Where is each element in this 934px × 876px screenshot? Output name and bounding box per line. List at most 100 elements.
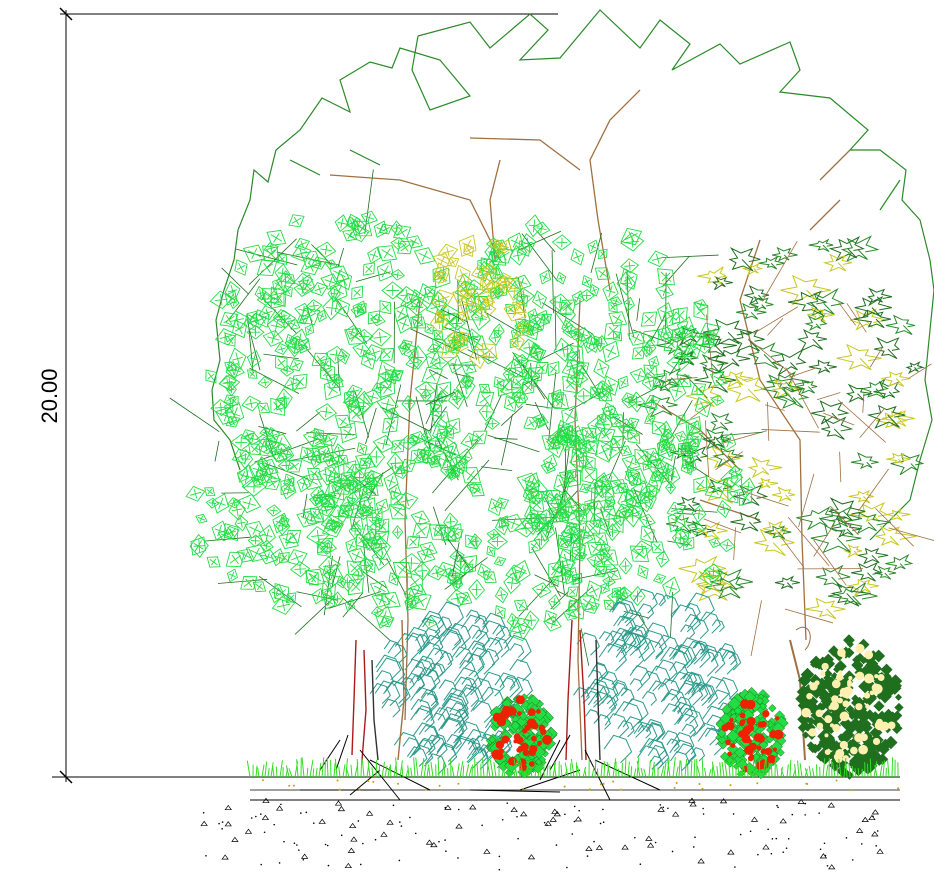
leaf-mark: [241, 395, 262, 412]
soil-speck-mark: [612, 780, 615, 783]
shrub-cell-mark: [669, 661, 689, 681]
twig-mark: [415, 396, 426, 436]
twig-mark: [541, 302, 593, 335]
shrub-cell-mark: [672, 644, 697, 669]
grass-blade: [663, 761, 667, 778]
twig-mark: [429, 406, 447, 431]
shrub-leaf-mark: [797, 722, 808, 733]
twig-mark: [534, 574, 559, 587]
shrub-cell-mark: [375, 670, 395, 689]
tree-trunks: [351, 619, 601, 761]
grass-blade: [596, 768, 599, 778]
leaf-mark: [321, 494, 336, 509]
flower-mark: [725, 739, 731, 746]
leaf-mark: [629, 367, 649, 384]
soil-speck-mark: [588, 788, 591, 791]
grass-blade: [825, 764, 829, 778]
leaf-mark: [277, 458, 295, 473]
leaf-mark: [493, 556, 507, 567]
leaf-mark: [433, 524, 447, 536]
shrub-cell-mark: [467, 653, 485, 672]
twig-mark: [385, 384, 402, 446]
flower-mark: [864, 673, 874, 684]
grass-blade: [407, 765, 410, 778]
soil-dot-mark: [777, 806, 779, 809]
leaf-outline-mark: [854, 295, 892, 318]
soil-speck-mark: [336, 779, 339, 782]
shrub-cell-mark: [439, 651, 454, 666]
leaf-mark: [482, 571, 497, 583]
leaf-mark: [348, 405, 365, 424]
flower-mark: [850, 746, 858, 755]
flower-mark: [775, 716, 780, 721]
soil-aggregate-mark: [646, 842, 655, 848]
leaf-mark: [195, 513, 208, 524]
leaf-mark: [640, 311, 658, 327]
leaf-mark: [323, 595, 336, 610]
flower-mark: [820, 671, 826, 677]
flower-mark: [858, 744, 868, 755]
soil-aggregate-mark: [200, 820, 208, 826]
soil-dot-mark: [872, 815, 874, 818]
leaf-mark: [553, 474, 571, 496]
shrub-cell-mark: [646, 723, 665, 741]
leaf-outline-mark: [728, 247, 761, 272]
twig-mark: [705, 314, 714, 379]
soil-dot-mark: [791, 813, 794, 816]
grass-blade: [426, 767, 429, 778]
shrub-cell-mark: [443, 687, 469, 713]
flower-mark: [815, 709, 824, 718]
soil-speck-mark: [358, 788, 361, 791]
leaf-mark: [458, 234, 477, 257]
twig-mark: [623, 610, 649, 619]
grass-blade: [428, 764, 431, 778]
soil-dot-mark: [278, 862, 281, 864]
leaf-mark: [642, 447, 661, 463]
leaf-mark: [551, 234, 573, 251]
leaf-mark: [258, 524, 277, 547]
shrub-cell-mark: [676, 707, 706, 737]
dimension-top-tick: [59, 7, 73, 21]
shrub-cell-mark: [648, 665, 671, 688]
leaf-mark: [354, 328, 374, 344]
shrub-cell-mark: [504, 634, 532, 663]
leaf-outline-mark: [695, 574, 727, 596]
leaf-outline-mark: [697, 570, 735, 602]
shrub-cell-mark: [410, 665, 426, 681]
flower-mark: [516, 711, 522, 716]
leaf-mark: [362, 389, 383, 405]
leaf-mark: [224, 332, 236, 347]
leaf-mark: [427, 565, 447, 581]
grass-blade: [794, 763, 797, 778]
shrub-cell-mark: [410, 698, 433, 721]
leaf-mark: [223, 525, 240, 540]
twig-mark: [632, 329, 674, 345]
soil-dot-mark: [517, 837, 519, 840]
grass-blade: [648, 760, 651, 778]
shrub-cell-mark: [461, 676, 477, 693]
twig-mark: [429, 369, 448, 380]
leaf-outline-mark: [822, 253, 852, 272]
flower-mark: [769, 730, 778, 739]
twig-mark: [302, 493, 308, 518]
twig-mark: [626, 271, 630, 340]
soil-aggregate-mark: [828, 864, 836, 870]
flower-mark: [499, 710, 509, 720]
grass-blade: [334, 758, 338, 778]
leaf-mark: [676, 413, 686, 426]
soil-dot-mark: [457, 857, 459, 859]
leaf-mark: [556, 508, 570, 519]
shrub-cell-mark: [459, 660, 476, 677]
flower-mark: [838, 670, 843, 675]
twig-mark: [837, 399, 887, 443]
leaf-mark: [446, 330, 459, 346]
twig-mark: [342, 592, 364, 618]
leaf-outline-mark: [821, 416, 854, 440]
leaf-mark: [277, 253, 288, 265]
shrub-cell-mark: [683, 640, 711, 669]
twig-mark: [254, 438, 318, 463]
leaf-mark: [288, 359, 304, 372]
leaf-mark: [342, 229, 358, 242]
leaf-mark: [620, 227, 643, 246]
soil-dot-mark: [205, 855, 207, 857]
